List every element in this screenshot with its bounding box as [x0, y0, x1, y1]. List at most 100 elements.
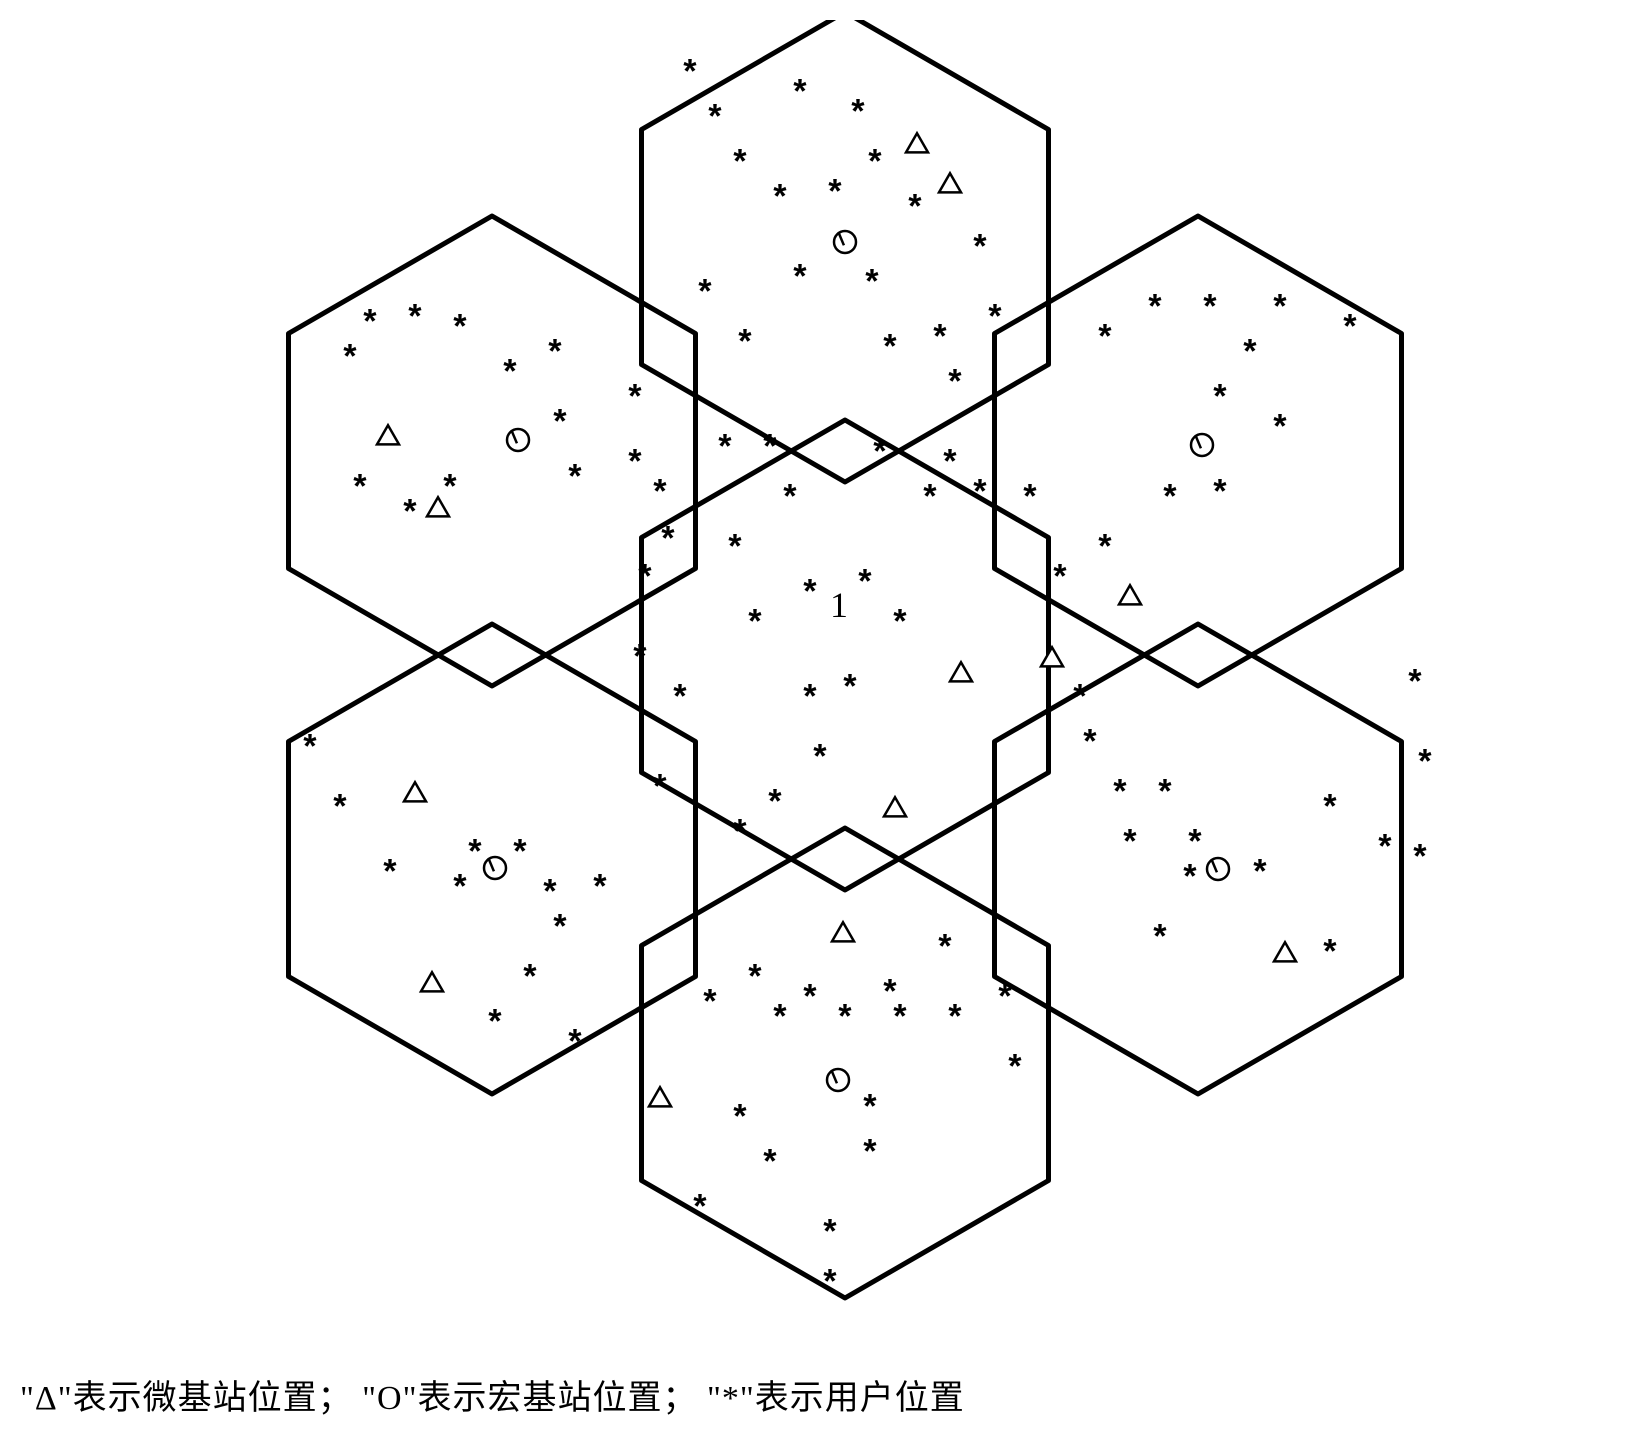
user-marker: * [1185, 827, 1205, 865]
user-marker: * [745, 962, 765, 1000]
user-marker: * [865, 147, 885, 185]
user-marker: * [650, 477, 670, 515]
user-marker: * [400, 497, 420, 535]
user-marker: * [565, 1027, 585, 1065]
user-marker: * [1005, 1052, 1025, 1090]
legend-caption: "Δ"表示微基站位置； "O"表示宏基站位置； "*"表示用户位置 [20, 1370, 1630, 1419]
user-marker: * [1320, 792, 1340, 830]
user-marker: * [862, 267, 882, 305]
macro-bs-marker [1207, 858, 1229, 880]
user-marker: * [550, 407, 570, 445]
user-marker: * [880, 977, 900, 1015]
cell-label: 1 [830, 585, 848, 625]
user-marker: * [745, 607, 765, 645]
user-marker: * [635, 562, 655, 600]
user-marker: * [450, 872, 470, 910]
micro-bs-marker [939, 173, 961, 192]
user-marker: * [890, 607, 910, 645]
user-marker: * [300, 732, 320, 770]
user-marker: * [825, 177, 845, 215]
user-marker: * [970, 232, 990, 270]
user-marker: * [855, 567, 875, 605]
user-marker: * [1180, 862, 1200, 900]
user-marker: * [625, 382, 645, 420]
user-marker: * [800, 682, 820, 720]
user-marker: * [1375, 832, 1395, 870]
user-marker: * [705, 102, 725, 140]
user-marker: * [770, 1002, 790, 1040]
user-marker: * [800, 982, 820, 1020]
user-marker: * [550, 912, 570, 950]
user-marker: * [450, 312, 470, 350]
micro-bs-marker [1274, 942, 1296, 961]
user-marker: * [1210, 477, 1230, 515]
legend-triangle: "Δ"表示微基站位置； [20, 1380, 362, 1417]
macro-bs-marker [1191, 434, 1213, 456]
user-marker: * [690, 1192, 710, 1230]
user-marker: * [730, 147, 750, 185]
user-marker: * [1120, 827, 1140, 865]
user-marker: * [790, 77, 810, 115]
user-marker: * [810, 742, 830, 780]
user-marker: * [1150, 922, 1170, 960]
user-marker: * [765, 787, 785, 825]
user-marker: * [1240, 337, 1260, 375]
micro-bs-marker [906, 133, 928, 152]
user-marker: * [360, 307, 380, 345]
micro-bs-marker [421, 972, 443, 991]
user-marker: * [650, 772, 670, 810]
user-marker: * [1200, 292, 1220, 330]
macro-bs-marker [484, 857, 506, 879]
micro-bs-marker [1041, 647, 1063, 666]
user-marker: * [1050, 562, 1070, 600]
user-marker: * [545, 337, 565, 375]
micro-bs-marker [884, 797, 906, 816]
user-marker: * [1095, 322, 1115, 360]
user-marker: * [848, 97, 868, 135]
user-marker: * [820, 1217, 840, 1255]
user-marker: * [715, 432, 735, 470]
user-marker: * [840, 672, 860, 710]
user-marker: * [870, 437, 890, 475]
user-marker: * [790, 262, 810, 300]
user-marker: * [1410, 842, 1430, 880]
user-marker: * [510, 837, 530, 875]
user-marker: * [1250, 857, 1270, 895]
user-marker: * [1145, 292, 1165, 330]
user-marker: * [695, 277, 715, 315]
user-marker: * [1270, 412, 1290, 450]
user-marker: * [630, 642, 650, 680]
user-marker: * [780, 482, 800, 520]
user-marker: * [770, 182, 790, 220]
hexcell-diagram: 1***************************************… [20, 20, 1650, 1350]
user-marker: * [1020, 482, 1040, 520]
user-marker: * [1415, 747, 1435, 785]
micro-bs-marker [832, 922, 854, 941]
user-marker: * [760, 1147, 780, 1185]
user-marker: * [1320, 937, 1340, 975]
user-marker: * [1340, 312, 1360, 350]
user-marker: * [905, 192, 925, 230]
user-marker: * [1160, 482, 1180, 520]
user-marker: * [860, 1137, 880, 1175]
user-marker: * [700, 987, 720, 1025]
user-marker: * [730, 817, 750, 855]
user-marker: * [920, 482, 940, 520]
user-marker: * [725, 532, 745, 570]
user-marker: * [500, 357, 520, 395]
user-marker: * [1210, 382, 1230, 420]
user-marker: * [1110, 777, 1130, 815]
user-marker: * [735, 327, 755, 365]
user-marker: * [985, 302, 1005, 340]
micro-bs-marker [377, 425, 399, 444]
legend-star: "*"表示用户位置 [707, 1380, 965, 1417]
macro-bs-marker [834, 231, 856, 253]
user-marker: * [590, 872, 610, 910]
user-marker: * [485, 1007, 505, 1045]
user-marker: * [970, 477, 990, 515]
user-marker: * [835, 1002, 855, 1040]
figure-container: 1***************************************… [20, 20, 1630, 1419]
user-marker: * [465, 837, 485, 875]
user-marker: * [340, 342, 360, 380]
user-marker: * [1070, 682, 1090, 720]
